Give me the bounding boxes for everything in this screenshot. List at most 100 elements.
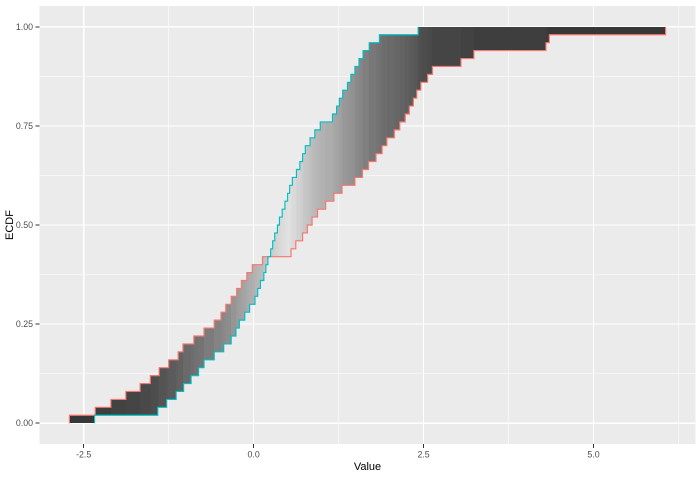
fill-strip xyxy=(223,312,227,344)
fill-strip xyxy=(246,272,250,313)
ecdf-line-sample-cyan xyxy=(93,26,419,424)
fill-strip xyxy=(272,240,276,257)
fill-strip xyxy=(182,343,184,392)
fill-strip xyxy=(191,343,195,376)
y-tick-label: 0.75 xyxy=(16,121,33,131)
fill-strip xyxy=(198,335,205,368)
fill-strip xyxy=(342,98,343,186)
fill-strip xyxy=(347,82,352,186)
fill-strip xyxy=(314,129,318,218)
fill-strip xyxy=(225,304,232,344)
fill-strip xyxy=(305,145,308,233)
fill-strip xyxy=(265,256,269,265)
fill-strip xyxy=(274,232,278,257)
x-tick-label: -2.5 xyxy=(76,450,91,460)
fill-strip xyxy=(333,114,337,194)
fill-strip xyxy=(221,312,225,352)
fill-strip xyxy=(399,34,406,122)
fill-strip xyxy=(545,26,550,43)
x-axis-title: Value xyxy=(354,461,381,473)
fill-strip xyxy=(241,280,246,321)
fill-strip xyxy=(386,34,395,138)
fill-strip xyxy=(302,153,306,233)
fill-strip xyxy=(427,26,433,75)
fill-strip xyxy=(235,296,237,329)
fill-strip xyxy=(257,264,261,289)
fill-strip xyxy=(125,391,141,416)
y-tick-label: 1.00 xyxy=(16,22,33,32)
fill-strip xyxy=(178,351,184,392)
fill-strip xyxy=(183,343,192,384)
fill-strip xyxy=(295,177,297,241)
fill-strip xyxy=(231,296,237,336)
fill-strip xyxy=(140,383,151,416)
fill-strip xyxy=(95,407,112,416)
fill-strip xyxy=(299,161,303,241)
fill-strip xyxy=(363,50,369,170)
axis-tick-labels: -2.5 0.0 2.5 5.0 0.00 0.25 0.50 0.75 1.00 xyxy=(16,22,600,460)
fill-strip xyxy=(310,137,313,225)
fill-strip xyxy=(336,106,340,194)
fill-strip xyxy=(325,121,333,202)
fill-strip xyxy=(287,193,290,257)
fill-strip xyxy=(239,288,242,321)
fill-strip xyxy=(159,367,167,408)
y-tick-label: 0.25 xyxy=(16,319,33,329)
fill-strip xyxy=(157,375,160,408)
fill-strip xyxy=(236,288,240,329)
fill-strip xyxy=(296,169,301,241)
fill-strip xyxy=(460,26,475,59)
fill-strip xyxy=(413,34,418,99)
ecdf-curves xyxy=(68,26,667,424)
fill-strip xyxy=(166,367,169,400)
fill-strip xyxy=(379,34,383,154)
fill-strip xyxy=(362,58,364,170)
fill-strip xyxy=(394,34,401,130)
y-tick-label: 0.50 xyxy=(16,220,33,230)
ecdf-difference-band xyxy=(69,26,666,424)
y-tick-label: 0.00 xyxy=(16,418,33,428)
fill-strip xyxy=(382,34,388,146)
fill-strip xyxy=(432,26,462,67)
fill-strip xyxy=(193,335,199,376)
fill-strip xyxy=(204,328,215,360)
fill-strip xyxy=(354,66,360,178)
fill-strip xyxy=(291,185,293,249)
y-axis-title: ECDF xyxy=(4,210,16,240)
fill-strip xyxy=(279,217,283,257)
fill-strip xyxy=(332,114,335,202)
fill-strip xyxy=(339,98,343,194)
fill-strip xyxy=(307,145,311,225)
fill-strip xyxy=(110,399,127,416)
fill-strip xyxy=(473,26,547,51)
fill-strip xyxy=(277,225,280,257)
fill-strip xyxy=(150,375,159,416)
fill-strip xyxy=(249,272,253,305)
fill-strip xyxy=(375,42,380,154)
fill-strip xyxy=(176,359,179,392)
fill-strip xyxy=(416,34,419,91)
fill-strip xyxy=(289,185,292,257)
fill-strip xyxy=(260,264,263,281)
fill-strip xyxy=(317,129,321,210)
x-tick-label: 2.5 xyxy=(417,450,429,460)
fill-strip xyxy=(282,209,286,257)
fill-strip xyxy=(252,264,256,305)
fill-strip xyxy=(284,201,288,257)
fill-strip xyxy=(409,34,414,107)
fill-strip xyxy=(270,248,273,257)
fill-strip xyxy=(262,256,265,281)
fill-strip xyxy=(369,42,377,162)
fill-strip xyxy=(214,320,222,352)
x-tick-label: 0.0 xyxy=(248,450,260,460)
fill-strip xyxy=(368,50,370,162)
fill-strip xyxy=(168,359,177,400)
fill-strip xyxy=(359,58,363,178)
fill-strip xyxy=(320,121,326,210)
axis-tick-marks xyxy=(35,26,595,448)
fill-strip xyxy=(342,90,348,186)
fill-strip xyxy=(263,256,267,273)
fill-strip xyxy=(244,280,248,313)
